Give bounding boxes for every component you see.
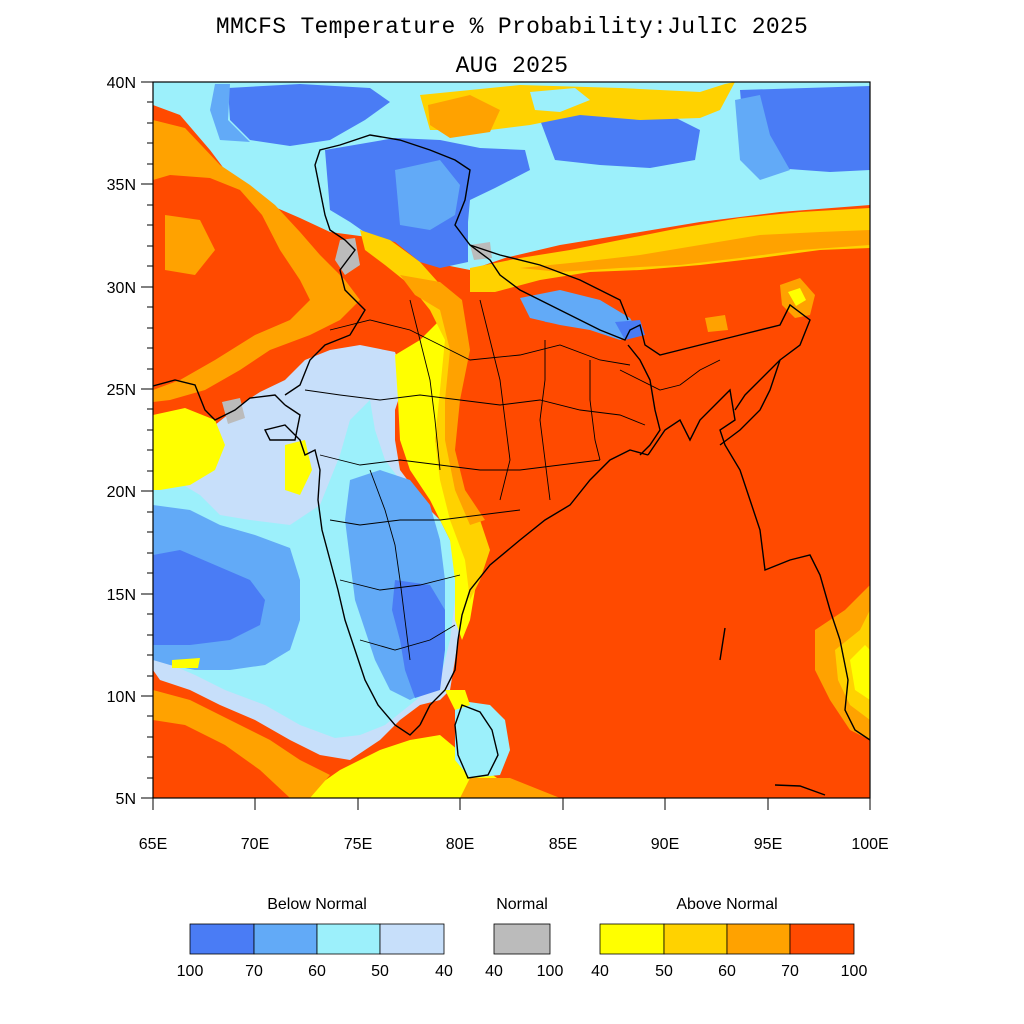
legend-below-swatch-100-70: [189, 923, 255, 955]
above-normal-central-yellow-band: [395, 300, 480, 640]
lon-label-70e: 70E: [241, 836, 269, 853]
below-normal-himalaya-lightblue: [395, 160, 460, 230]
lon-label-90e: 90E: [651, 836, 679, 853]
legend: Below Normal 100 70 60 50 40 Normal 40 1…: [177, 896, 868, 980]
legend-above-label-40: 40: [591, 963, 609, 980]
below-normal-north-blue-left: [228, 84, 390, 146]
lat-label-5n: 5N: [116, 791, 136, 808]
lon-label-85e: 85E: [549, 836, 577, 853]
legend-normal-swatch: [493, 923, 551, 955]
above-normal-south-red: [153, 720, 290, 798]
lon-label-65e: 65E: [139, 836, 167, 853]
legend-above-label-100: 100: [841, 963, 868, 980]
boundaries: [153, 134, 870, 796]
legend-below-label-70: 70: [245, 963, 263, 980]
above-normal-north-yellow-blob: [420, 82, 735, 130]
below-normal-arabian-blue-core: [153, 550, 265, 645]
legend-below-label-40: 40: [435, 963, 453, 980]
legend-above-swatch-60-70: [726, 923, 791, 955]
state-boundaries: [304, 299, 721, 661]
lon-label-80e: 80E: [446, 836, 474, 853]
below-normal-north-cyan-patch: [530, 88, 590, 112]
legend-below-label-60: 60: [308, 963, 326, 980]
lon-labels: 65E 70E 75E 80E 85E 90E 95E 100E: [139, 836, 889, 853]
legend-below-label-100: 100: [177, 963, 204, 980]
above-normal-south-tip-yellow: [300, 735, 520, 798]
above-normal-ne-yellow: [788, 288, 806, 306]
lat-label-25n: 25N: [107, 382, 136, 399]
legend-above-swatch-40-50: [599, 923, 665, 955]
above-normal-srilanka-orange: [460, 778, 560, 798]
legend-above-label-60: 60: [718, 963, 736, 980]
bay-east-coast: [647, 388, 870, 741]
legend-normal-label-100: 100: [537, 963, 564, 980]
legend-below-title: Below Normal: [267, 896, 367, 913]
lon-tick-marks: [152, 798, 871, 810]
legend-normal-title: Normal: [496, 896, 548, 913]
myanmar-border: [719, 359, 781, 446]
above-normal-gujarat-yellow: [153, 408, 225, 490]
lat-label-30n: 30N: [107, 280, 136, 297]
lon-label-75e: 75E: [344, 836, 372, 853]
legend-above-label-70: 70: [781, 963, 799, 980]
below-normal-north-lightblue-left: [210, 84, 250, 142]
normal-punjab-patch: [335, 238, 360, 275]
legend-normal-label-40: 40: [485, 963, 503, 980]
lon-label-100e: 100E: [851, 836, 888, 853]
lat-label-20n: 20N: [107, 484, 136, 501]
below-normal-deccan-blue: [392, 580, 445, 698]
india-north-border: [284, 134, 811, 411]
lat-label-35n: 35N: [107, 177, 136, 194]
above-normal-small-yellow: [172, 658, 200, 668]
legend-above-swatch-50-60: [663, 923, 728, 955]
legend-above-title: Above Normal: [676, 896, 777, 913]
lat-tick-marks: [141, 81, 153, 799]
map-title: MMCFS Temperature % Probability:JulIC 20…: [215, 14, 809, 40]
arabian-coast-line: [153, 379, 286, 421]
nepal-border: [469, 244, 629, 321]
above-normal-central-amber-band: [360, 230, 490, 600]
andaman-mark: [719, 627, 726, 661]
legend-below-swatch-70-60: [253, 923, 318, 955]
srilanka-outline: [454, 704, 499, 779]
lat-label-15n: 15N: [107, 587, 136, 604]
lat-labels: 40N 35N 30N 25N 20N 15N 10N 5N: [107, 75, 136, 808]
lon-label-95e: 95E: [754, 836, 782, 853]
plot-frame: [152, 81, 871, 799]
below-normal-east-lightblue: [735, 95, 790, 180]
sumatra-tip: [774, 784, 826, 796]
above-normal-north-orange-band: [520, 230, 870, 272]
above-normal-central-orange-band: [400, 275, 485, 525]
lat-label-40n: 40N: [107, 75, 136, 92]
legend-below-label-50: 50: [371, 963, 389, 980]
bangladesh-border: [627, 344, 661, 456]
legend-above-swatch-70-100: [789, 923, 855, 955]
lat-label-10n: 10N: [107, 689, 136, 706]
legend-below-swatch-50-40: [379, 923, 445, 955]
below-normal-nepal-lightblue: [520, 290, 640, 340]
above-normal-andaman-yellow2: [850, 645, 870, 700]
map-subtitle: AUG 2025: [455, 53, 569, 79]
legend-below-swatch-60-50: [316, 923, 381, 955]
legend-above-label-50: 50: [655, 963, 673, 980]
above-normal-ne-orange-small: [705, 315, 728, 332]
india-west-coast: [263, 404, 421, 736]
above-normal-west-orange-inner: [165, 215, 215, 275]
india-east-coast: [419, 449, 649, 726]
probability-field: [153, 82, 870, 798]
above-normal-north-orange-blob: [428, 95, 500, 138]
